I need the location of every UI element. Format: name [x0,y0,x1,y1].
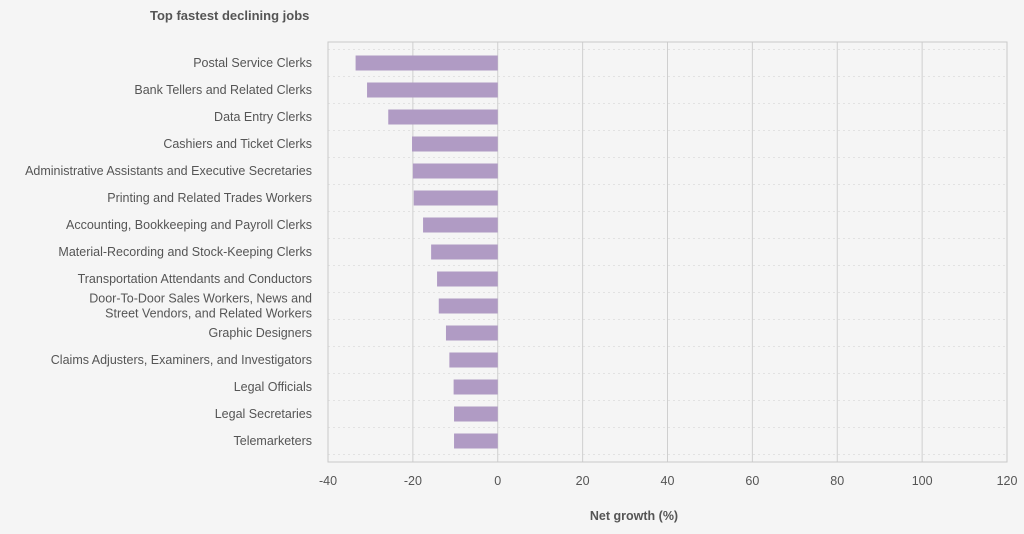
category-label: Postal Service Clerks [193,56,312,70]
bar[interactable] [454,433,498,449]
chart-title: Top fastest declining jobs [150,8,310,23]
x-tick-label: 100 [912,474,933,488]
category-label: Bank Tellers and Related Clerks [134,83,312,97]
category-label: Legal Officials [234,380,312,394]
bar[interactable] [423,217,498,233]
bar[interactable] [412,136,498,152]
bar[interactable] [445,325,498,341]
bar[interactable] [449,352,498,368]
bars-layer [355,55,498,449]
bar[interactable] [438,298,498,314]
x-tick-label: 60 [745,474,759,488]
category-label: Material-Recording and Stock-Keeping Cle… [58,245,312,259]
x-tick-label: 120 [997,474,1018,488]
category-label: Cashiers and Ticket Clerks [163,137,312,151]
bar[interactable] [412,163,498,179]
bar[interactable] [355,55,498,71]
category-label: Administrative Assistants and Executive … [25,164,312,178]
bar[interactable] [413,190,498,206]
category-label: Door-To-Door Sales Workers, News and Stre… [89,292,312,321]
category-label: Printing and Related Trades Workers [107,191,312,205]
category-labels: Postal Service Clerks Bank Tellers and Re… [25,56,312,448]
category-label: Legal Secretaries [215,407,312,421]
x-tick-labels: -40 -20 0 20 40 60 80 100 120 [319,474,1018,488]
x-tick-label: 0 [494,474,501,488]
x-tick-label: 20 [576,474,590,488]
bar[interactable] [454,406,498,422]
x-tick-label: 80 [830,474,844,488]
bar[interactable] [437,271,498,287]
bar[interactable] [388,109,498,125]
x-tick-label: 40 [661,474,675,488]
category-label: Data Entry Clerks [214,110,312,124]
category-label: Telemarketers [234,434,313,448]
bar[interactable] [367,82,498,98]
plot-frame [327,41,1008,463]
category-label: Graphic Designers [208,326,312,340]
x-tick-label: -20 [404,474,422,488]
x-tick-label: -40 [319,474,337,488]
category-label: Transportation Attendants and Conductors [78,272,312,286]
bar[interactable] [431,244,498,260]
x-axis-title: Net growth (%) [590,509,678,523]
grid-layer [328,42,1007,462]
category-label: Claims Adjusters, Examiners, and Investi… [51,353,312,367]
bar[interactable] [453,379,498,395]
category-label: Accounting, Bookkeeping and Payroll Cler… [66,218,312,232]
